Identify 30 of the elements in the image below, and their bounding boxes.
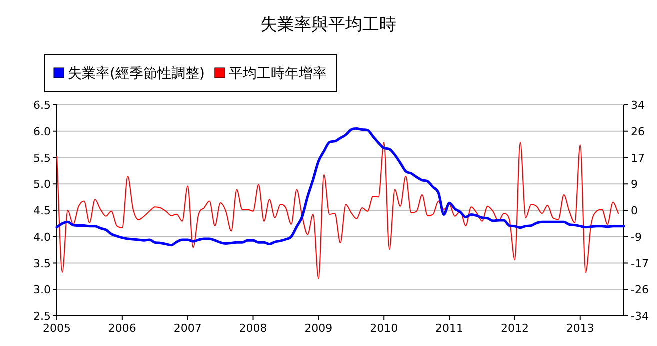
y2-tick-label: 26: [631, 125, 645, 138]
x-tick-label: 2006: [108, 322, 136, 335]
y2-tick-label: 9: [631, 178, 638, 192]
x-tick-label: 2012: [500, 322, 529, 335]
x-tick-label: 2010: [370, 322, 398, 335]
y-tick-label: 4.5: [34, 204, 51, 218]
chart-title: 失業率與平均工時: [260, 15, 396, 35]
x-tick-label: 2008: [239, 322, 268, 335]
x-tick-label: 2005: [43, 322, 71, 335]
legend-label: 平均工時年增率: [228, 66, 327, 82]
y2-tick-label: 0: [631, 204, 638, 218]
y-tick-label: 2.5: [34, 310, 51, 323]
y-tick-label: 3.5: [34, 257, 51, 270]
x-tick-label: 2009: [304, 322, 333, 335]
legend-label: 失業率(經季節性調整): [68, 66, 205, 82]
y2-tick-label: 34: [631, 99, 645, 112]
y-tick-label: 5.0: [34, 178, 51, 192]
y-tick-label: 4.0: [34, 230, 51, 244]
x-tick-label: 2011: [436, 322, 464, 335]
y-tick-label: 3.0: [34, 284, 51, 297]
y-tick-label: 6.5: [34, 99, 51, 112]
y2-tick-label: -34: [631, 310, 649, 323]
y-tick-label: 5.5: [34, 152, 51, 165]
x-tick-label: 2007: [174, 322, 202, 335]
y2-tick-label: 17: [631, 152, 645, 165]
y2-tick-label: -26: [631, 284, 649, 297]
y2-tick-label: -17: [631, 257, 649, 270]
y-tick-label: 6.0: [34, 125, 51, 138]
x-tick-label: 2013: [566, 322, 594, 335]
y2-tick-label: -9: [631, 230, 642, 244]
